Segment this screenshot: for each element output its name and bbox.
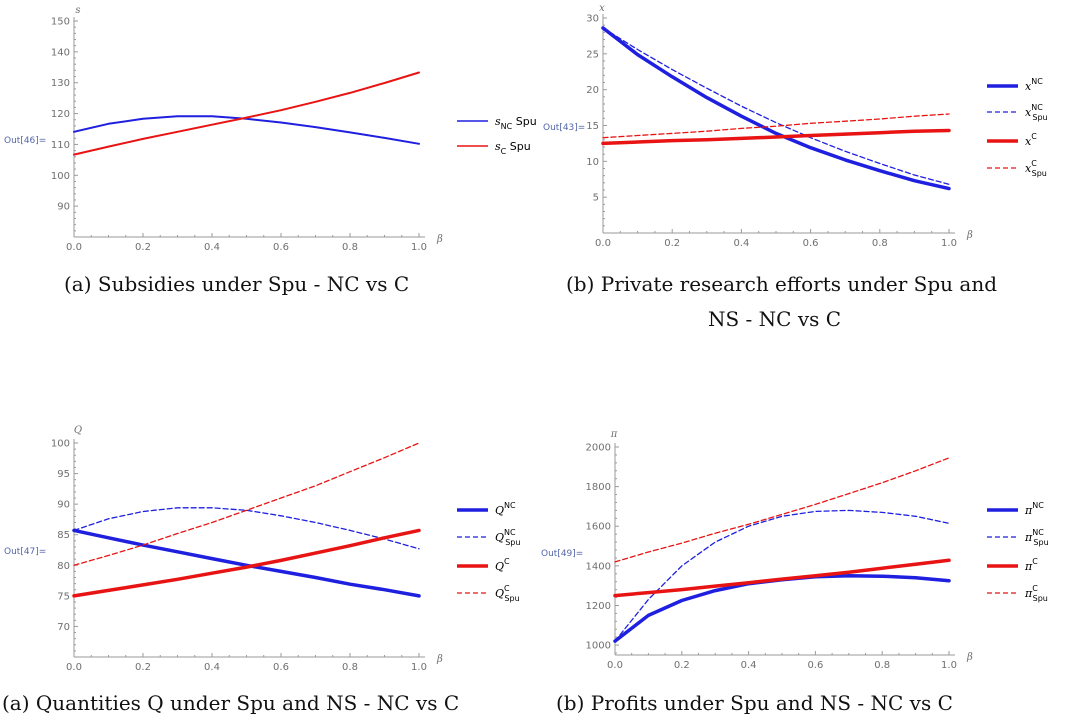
x-tick-label: 1.0 bbox=[411, 662, 427, 673]
output-label: Out[46]= bbox=[4, 136, 46, 146]
x-tick-label: 0.4 bbox=[204, 662, 220, 673]
legend-entry: sNC Spu bbox=[495, 115, 537, 131]
caption-subsidies: (a) Subsidies under Spu - NC vs C bbox=[64, 272, 409, 296]
x-axis-title: β bbox=[966, 230, 973, 241]
y-tick-label: 15 bbox=[586, 121, 599, 132]
y-tick-label: 30 bbox=[586, 14, 599, 25]
x-tick-label: 0.6 bbox=[803, 238, 819, 249]
x-tick-label: 0.2 bbox=[135, 242, 151, 253]
x-tick-label: 0.4 bbox=[204, 242, 220, 253]
y-tick-label: 130 bbox=[51, 78, 70, 89]
caption-quantities: (a) Quantities Q under Spu and NS - NC v… bbox=[2, 691, 459, 715]
legend-entry: QC bbox=[495, 557, 510, 573]
y-tick-label: 10 bbox=[586, 157, 599, 168]
y-tick-label: 1000 bbox=[586, 641, 611, 652]
legend-entry: πNC Spu bbox=[1024, 528, 1049, 547]
x-tick-label: 1.0 bbox=[411, 242, 427, 253]
x-tick-label: 0.8 bbox=[342, 242, 358, 253]
y-axis-title: s bbox=[75, 5, 80, 16]
y-tick-label: 1200 bbox=[586, 601, 611, 612]
series-line-3 bbox=[602, 113, 950, 139]
output-label: Out[47]= bbox=[4, 547, 46, 557]
y-axis-title: Q bbox=[74, 425, 82, 436]
y-axis-title: x bbox=[599, 3, 605, 14]
x-tick-label: 0.0 bbox=[66, 662, 82, 673]
y-axis-title: π bbox=[610, 429, 618, 440]
x-tick-label: 0.4 bbox=[733, 238, 749, 249]
x-tick-label: 0.0 bbox=[66, 242, 82, 253]
caption-profits: (b) Profits under Spu and NS - NC vs C bbox=[556, 691, 953, 715]
x-tick-label: 0.8 bbox=[342, 662, 358, 673]
series-line-2 bbox=[613, 558, 951, 598]
research-efforts-chart: 0.0 0.2 0.4 0.6 0.8 1.0 5 10 15 20 25 30x β Out[43]= x… bbox=[543, 3, 1048, 249]
x-tick-label: 0.0 bbox=[595, 238, 611, 249]
x-tick-label: 0.8 bbox=[874, 660, 890, 671]
profits-chart: 0.0 0.2 0.4 0.6 0.8 1.0 1000 1200 1400 1600 1800 20… bbox=[541, 429, 1049, 671]
legend-entry: πNC bbox=[1024, 501, 1044, 517]
series-line-0 bbox=[601, 26, 951, 191]
series-line-1 bbox=[614, 509, 950, 642]
series-line-1 bbox=[73, 71, 420, 156]
x-tick-label: 0.6 bbox=[807, 660, 823, 671]
y-tick-label: 80 bbox=[57, 561, 70, 572]
series-line-0 bbox=[73, 115, 420, 145]
y-tick-label: 85 bbox=[57, 530, 70, 541]
legend-entry: πC bbox=[1024, 557, 1038, 573]
legend-entry: xC Spu bbox=[1025, 159, 1047, 178]
x-tick-label: 1.0 bbox=[941, 238, 957, 249]
legend-entry: xNC Spu bbox=[1025, 103, 1048, 122]
series-line-3 bbox=[73, 442, 420, 566]
legend-entry: πC Spu bbox=[1024, 584, 1048, 603]
series-line-2 bbox=[72, 528, 421, 598]
x-tick-label: 0.4 bbox=[741, 660, 757, 671]
y-tick-label: 110 bbox=[51, 140, 70, 151]
legend-entry: xNC bbox=[1025, 77, 1043, 93]
series-line-3 bbox=[614, 457, 950, 563]
x-axis-title: β bbox=[436, 654, 443, 665]
quantities-chart: 0.0 0.2 0.4 0.6 0.8 1.0 70 75 80 85 90 95 100 Qβ Out[4… bbox=[4, 425, 520, 673]
y-tick-label: 95 bbox=[57, 469, 70, 480]
caption-research-line2: NS - NC vs C bbox=[708, 307, 841, 331]
y-tick-label: 1400 bbox=[586, 561, 611, 572]
subsidies-chart: 0.0 0.2 0.4 0.6 0.8 1.0 90 100 110 120 130 140 150 s β… bbox=[4, 5, 537, 253]
output-label: Out[43]= bbox=[543, 123, 585, 133]
x-tick-label: 0.6 bbox=[273, 242, 289, 253]
output-label: Out[49]= bbox=[541, 549, 583, 559]
y-tick-label: 150 bbox=[51, 17, 70, 28]
legend-entry: QNC Spu bbox=[495, 528, 520, 547]
y-tick-label: 25 bbox=[586, 49, 599, 60]
legend-entry: QC Spu bbox=[495, 584, 520, 603]
y-tick-label: 5 bbox=[593, 193, 599, 204]
x-axis-title: β bbox=[436, 234, 443, 245]
series-line-1 bbox=[602, 27, 950, 185]
x-tick-label: 0.2 bbox=[135, 662, 151, 673]
y-tick-label: 90 bbox=[57, 500, 70, 511]
x-tick-label: 1.0 bbox=[941, 660, 957, 671]
x-axis-title: β bbox=[966, 652, 973, 663]
y-tick-label: 100 bbox=[51, 439, 70, 450]
y-tick-label: 140 bbox=[51, 47, 70, 58]
y-tick-label: 100 bbox=[51, 171, 70, 182]
y-tick-label: 120 bbox=[51, 109, 70, 120]
legend-entry: sC Spu bbox=[495, 140, 531, 156]
series-line-2 bbox=[601, 128, 951, 146]
caption-research-line1: (b) Private research efforts under Spu a… bbox=[566, 272, 997, 296]
x-tick-label: 0.2 bbox=[664, 238, 680, 249]
x-tick-label: 0.6 bbox=[273, 662, 289, 673]
x-tick-label: 0.0 bbox=[607, 660, 623, 671]
legend-entry: QNC bbox=[495, 501, 516, 517]
y-tick-label: 75 bbox=[57, 591, 70, 602]
y-tick-label: 2000 bbox=[586, 443, 611, 454]
y-tick-label: 20 bbox=[586, 85, 599, 96]
y-tick-label: 70 bbox=[57, 622, 70, 633]
x-tick-label: 0.8 bbox=[872, 238, 888, 249]
y-tick-label: 90 bbox=[57, 202, 70, 213]
legend-entry: xC bbox=[1025, 132, 1037, 148]
x-tick-label: 0.2 bbox=[674, 660, 690, 671]
y-tick-label: 1600 bbox=[586, 522, 611, 533]
y-tick-label: 1800 bbox=[586, 482, 611, 493]
series-line-0 bbox=[72, 528, 421, 598]
series-line-0 bbox=[613, 574, 951, 643]
